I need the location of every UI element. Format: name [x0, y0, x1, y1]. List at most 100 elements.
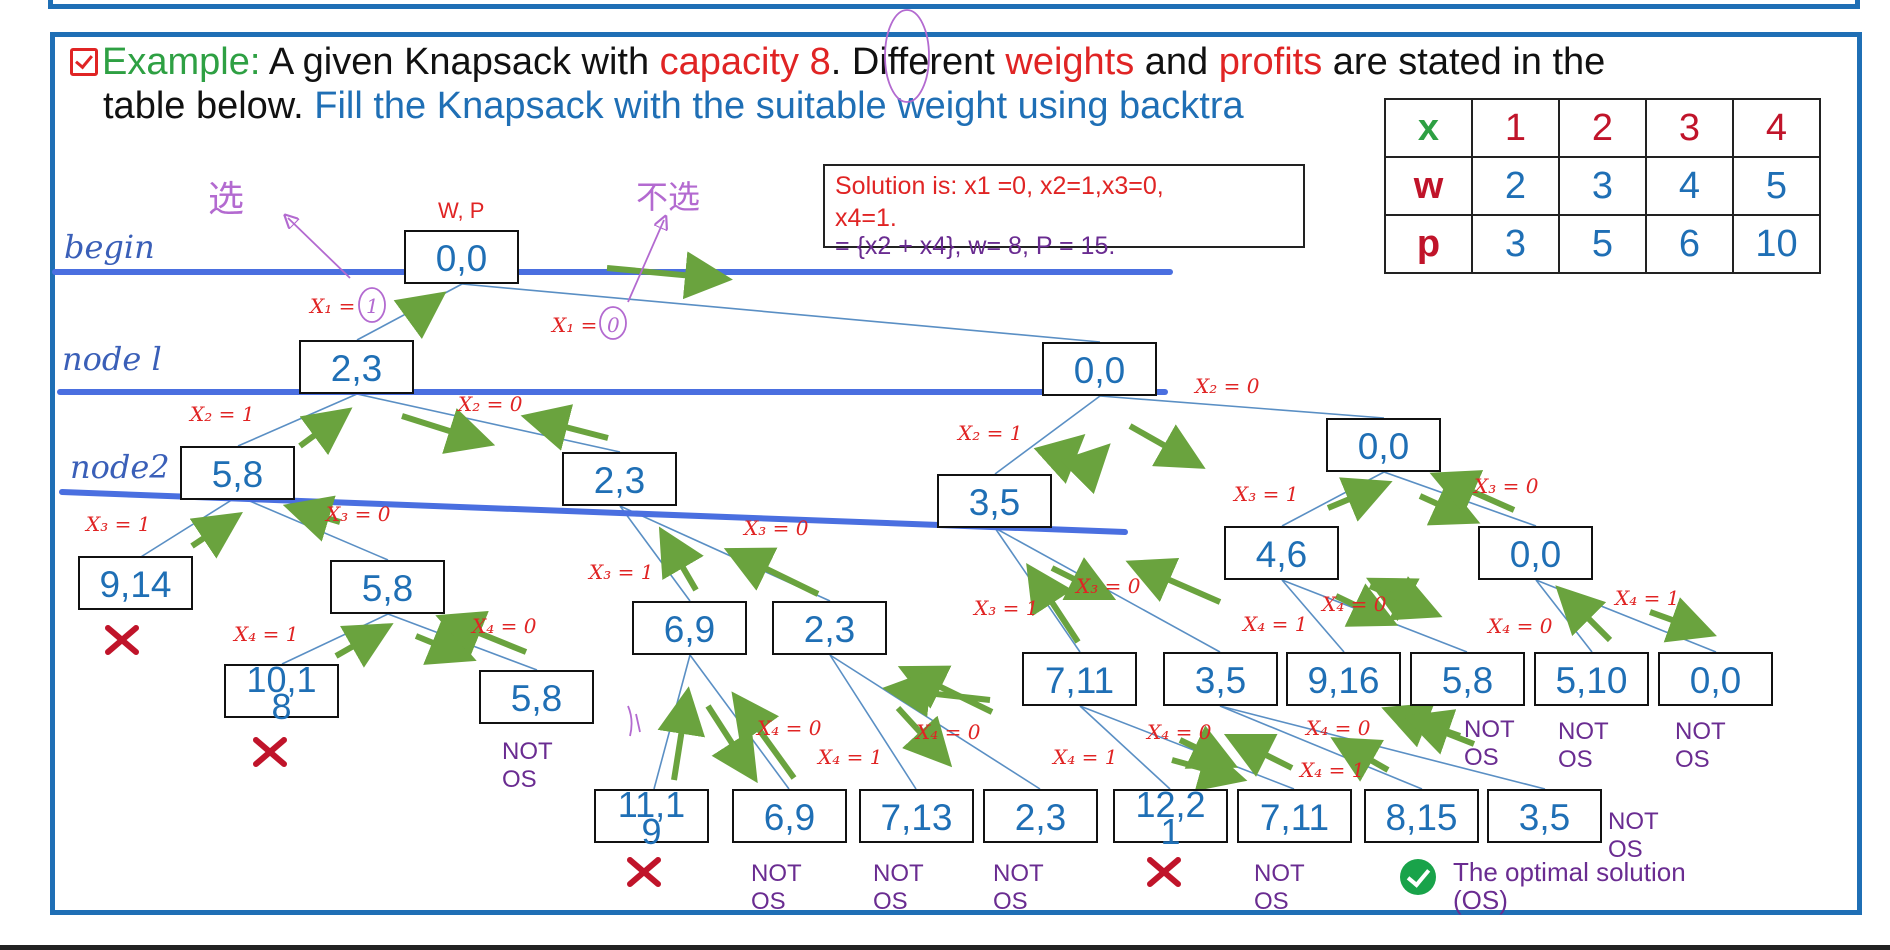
edge-label: X₂ = 0 — [458, 392, 523, 416]
edge-label: X₂ = 1 — [958, 421, 1023, 445]
node-level5-a: 11,1 9 — [594, 787, 709, 850]
solution-line-3: = {x2 + x4}, w= 8, P = 15. — [835, 232, 1116, 260]
not-os-label: NOT OS — [751, 860, 802, 915]
table-row: p 3 5 6 10 — [1384, 214, 1821, 274]
heading-text: and — [1134, 41, 1219, 83]
table-cell: 1 — [1471, 98, 1560, 158]
not-os-label: NOT OS — [1675, 718, 1726, 773]
node-level5-e: 12,2 1 — [1113, 787, 1228, 850]
weights-word: weights — [1005, 41, 1135, 83]
table-cell: 3 — [1645, 98, 1734, 158]
items-table: x 1 2 3 4 w 2 3 4 5 p 3 5 6 10 — [1384, 98, 1821, 274]
node-level4-a: 10,1 8 — [224, 662, 339, 725]
edge-label: X₃ = 0 — [326, 502, 391, 526]
node-level2-b: 2,3 — [562, 452, 677, 506]
edge-label: X₁ = — [552, 313, 598, 337]
not-os-label: NOT OS — [1608, 808, 1659, 863]
edge-label: X₃ = 0 — [744, 516, 809, 540]
solution-line-2: x4=1. — [835, 204, 897, 232]
example-label: Example: — [102, 41, 261, 83]
edge-label: X₃ = 0 — [1076, 574, 1141, 598]
edge-label: X₄ = 1 — [818, 745, 883, 769]
edge-label: X₄ = 0 — [1488, 614, 1553, 638]
edge-label: X₄ = 1 — [1615, 586, 1680, 610]
node2-label: node2 — [70, 448, 170, 486]
table-row: w 2 3 4 5 — [1384, 156, 1821, 216]
node-level1-left: 2,3 — [299, 340, 414, 394]
not-os-label: NOT OS — [993, 860, 1044, 915]
edge-label: X₃ = 1 — [1234, 482, 1299, 506]
task-text: Fill the Knapsack with the suitable weig… — [314, 85, 1244, 127]
node-level2-c: 3,5 — [937, 474, 1052, 528]
os-legend: The optimal solution (OS) — [1453, 857, 1686, 915]
heading-text: . Different — [830, 41, 1006, 83]
edge-label: X₁ = — [310, 294, 356, 318]
table-cell: w — [1384, 156, 1473, 216]
edge-label: X₄ = 0 — [1322, 592, 1387, 616]
not-os-label: NOT OS — [1254, 860, 1305, 915]
solution-line-1: Solution is: x1 =0, x2=1,x3=0, — [835, 172, 1164, 200]
edge-label: X₃ = 1 — [86, 512, 151, 536]
node-level5-f: 7,11 — [1237, 789, 1352, 843]
edge-label: X₄ = 1 — [1300, 758, 1365, 782]
table-row: x 1 2 3 4 — [1384, 98, 1821, 158]
edge-label: X₄ = 1 — [234, 622, 299, 646]
top-frame — [48, 0, 1860, 9]
edge-label: X₄ = 0 — [1147, 720, 1212, 744]
edge-label: X₂ = 1 — [190, 402, 255, 426]
node-level1-right: 0,0 — [1042, 342, 1157, 396]
check-badge-icon — [1400, 859, 1436, 895]
node-level3-d: 2,3 — [772, 601, 887, 655]
node-level3-f: 0,0 — [1478, 526, 1593, 580]
not-choose-label: 不选 — [636, 178, 701, 216]
slide-frame — [50, 32, 1862, 915]
node-level5-b: 6,9 — [732, 789, 847, 843]
not-os-label: NOT OS — [502, 738, 553, 793]
table-cell: 2 — [1558, 98, 1647, 158]
table-cell: p — [1384, 214, 1473, 274]
edge-label: X₃ = 1 — [589, 560, 654, 584]
edge-label: 0 — [607, 313, 620, 337]
not-os-label: NOT OS — [1558, 718, 1609, 773]
edge-label: X₃ = 0 — [1474, 474, 1539, 498]
node-level2-d: 0,0 — [1326, 418, 1441, 472]
begin-label: begin — [64, 228, 155, 266]
node-level3-a: 9,14 — [78, 556, 193, 610]
node-level4-c: 7,11 — [1022, 652, 1137, 706]
node-level4-e: 9,16 — [1286, 652, 1401, 706]
node-level5-h: 3,5 — [1487, 789, 1602, 843]
heading-text: table below. — [103, 85, 315, 127]
heading-text: A given Knapsack with — [260, 41, 660, 83]
edge-label: X₄ = 0 — [472, 614, 537, 638]
node-level3-e: 4,6 — [1224, 526, 1339, 580]
table-cell: 3 — [1471, 214, 1560, 274]
table-cell: 2 — [1471, 156, 1560, 216]
table-cell: 5 — [1558, 214, 1647, 274]
not-os-label: NOT OS — [873, 860, 924, 915]
node-level5-g: 8,15 — [1364, 789, 1479, 843]
table-cell: x — [1384, 98, 1473, 158]
node-level4-h: 0,0 — [1658, 652, 1773, 706]
node-level4-d: 3,5 — [1163, 652, 1278, 706]
wp-label: W, P — [438, 198, 485, 223]
edge-label: X₂ = 0 — [1195, 374, 1260, 398]
table-cell: 6 — [1645, 214, 1734, 274]
checkbox-icon — [70, 48, 98, 76]
node-level5-d: 2,3 — [983, 789, 1098, 843]
node-level4-g: 5,10 — [1534, 652, 1649, 706]
heading-line-1: Example: A given Knapsack with capacity … — [70, 40, 1605, 84]
capacity-value: 8 — [799, 41, 831, 83]
table-cell: 3 — [1558, 156, 1647, 216]
table-cell: 5 — [1732, 156, 1821, 216]
node-level3-c: 6,9 — [632, 601, 747, 655]
table-cell: 4 — [1732, 98, 1821, 158]
not-os-label: NOT OS — [1464, 716, 1515, 771]
node1-label: node l — [62, 340, 162, 378]
capacity-word: capacity — [659, 41, 800, 83]
choose-label: 选 — [208, 179, 245, 220]
bottom-rule — [0, 945, 1890, 950]
node-root: 0,0 — [404, 230, 519, 284]
node-level5-c: 7,13 — [859, 789, 974, 843]
edge-label: X₃ = 1 — [974, 596, 1039, 620]
